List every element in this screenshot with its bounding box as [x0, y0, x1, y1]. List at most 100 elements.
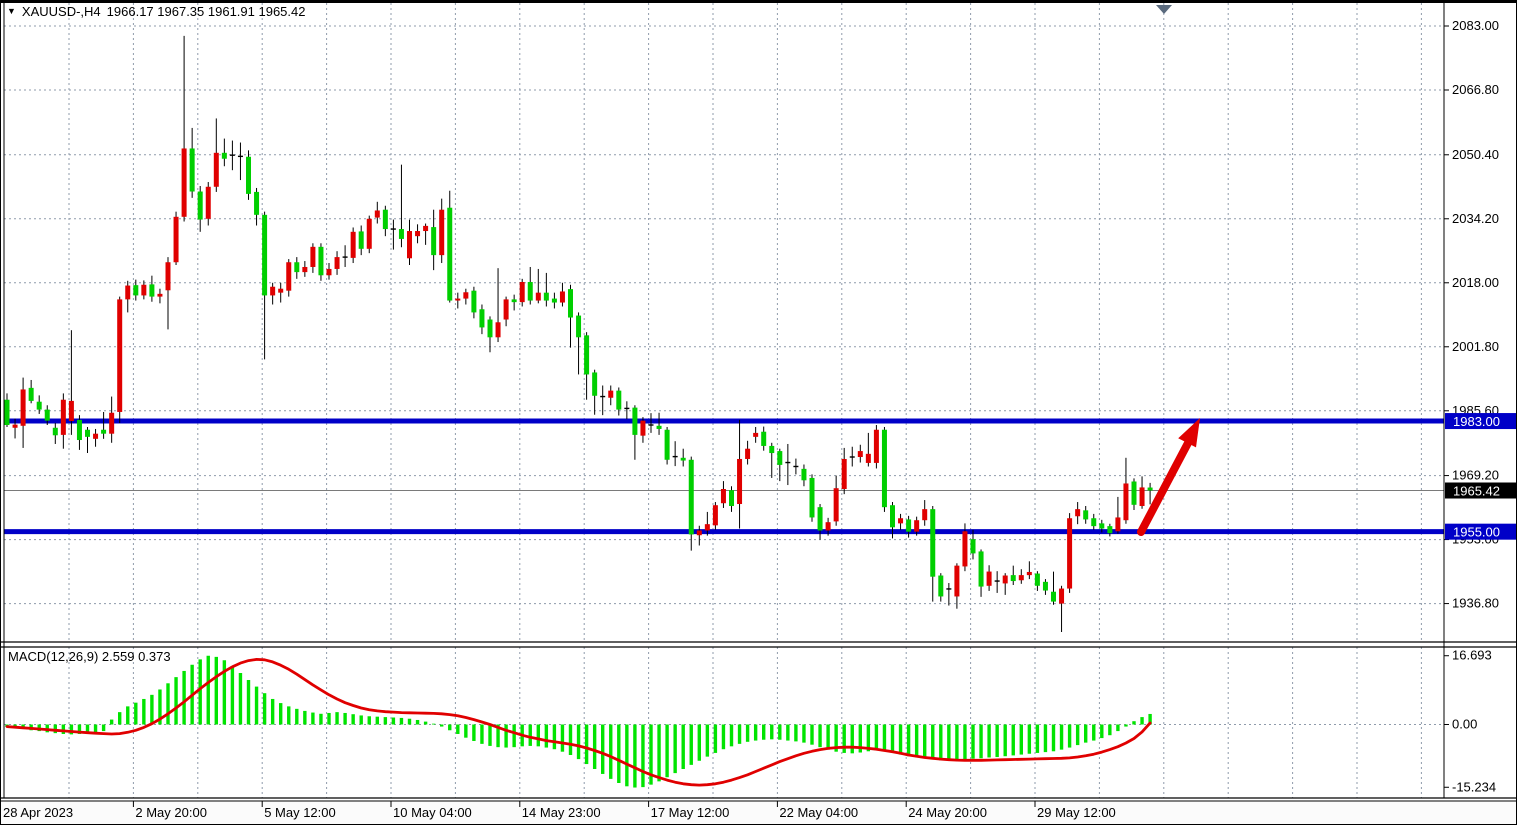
candle — [761, 431, 767, 446]
candle — [302, 266, 308, 273]
candle — [28, 387, 34, 401]
candle — [68, 400, 74, 422]
candle — [809, 477, 815, 518]
candle — [712, 505, 718, 526]
candle — [535, 292, 541, 301]
candle — [149, 284, 155, 297]
candle — [60, 399, 66, 435]
candle — [704, 524, 710, 531]
resistance-price-badge — [1445, 413, 1516, 430]
candle — [358, 231, 364, 249]
candle — [439, 209, 445, 256]
candle — [551, 298, 557, 303]
support-price-badge-label: 1955.00 — [1453, 525, 1500, 540]
candle — [278, 288, 284, 293]
candle — [205, 186, 211, 219]
candle — [1010, 575, 1016, 582]
candle — [890, 505, 895, 528]
macd-indicator-label: MACD(12,26,9) 2.559 0.373 — [8, 649, 171, 664]
candle — [471, 290, 477, 313]
candle — [1083, 510, 1089, 520]
x-axis-label: 10 May 04:00 — [393, 805, 472, 820]
candle — [197, 191, 203, 220]
candle — [930, 509, 936, 577]
candle — [898, 518, 904, 524]
candle — [664, 429, 670, 460]
candle — [769, 445, 775, 454]
candle — [334, 257, 340, 269]
projection-arrow-shaft[interactable] — [1137, 439, 1192, 536]
candle — [954, 565, 960, 597]
candle — [680, 457, 686, 461]
candle — [1131, 481, 1137, 505]
candle — [1051, 591, 1056, 602]
candle — [1091, 518, 1097, 527]
x-axis-label: 28 Apr 2023 — [3, 805, 73, 820]
x-axis-label: 17 May 12:00 — [651, 805, 730, 820]
candle — [817, 507, 823, 531]
candle — [688, 459, 694, 535]
candle — [213, 152, 219, 187]
candle — [447, 207, 453, 301]
macd-axis-label: -15.234 — [1452, 779, 1496, 794]
candle — [922, 509, 928, 521]
macd-axis-label: 16.693 — [1452, 648, 1492, 663]
chart-menu-icon[interactable]: ▼ — [7, 6, 16, 16]
candle — [696, 530, 702, 536]
candle — [592, 372, 598, 396]
candle — [318, 246, 324, 276]
candle — [873, 429, 879, 463]
x-axis-label: 22 May 04:00 — [779, 805, 858, 820]
candle — [801, 468, 807, 481]
candle — [44, 409, 50, 421]
candle — [511, 299, 517, 303]
candle — [415, 231, 421, 237]
candle — [455, 298, 461, 301]
candle — [181, 148, 187, 217]
candle — [157, 293, 163, 297]
candle — [1139, 487, 1145, 506]
candle — [246, 156, 251, 194]
candle — [978, 551, 984, 587]
candle — [962, 531, 968, 567]
candle — [857, 451, 863, 458]
candle — [85, 429, 90, 437]
candle — [479, 309, 485, 328]
candle — [173, 216, 179, 263]
macd-signal-line — [5, 658, 1152, 787]
candle — [1099, 523, 1105, 529]
candle — [495, 322, 501, 338]
x-axis-label: 24 May 20:00 — [908, 805, 987, 820]
candle — [407, 231, 412, 259]
candle — [1107, 526, 1113, 534]
candle — [576, 315, 582, 338]
candle — [1067, 518, 1073, 589]
candle — [109, 412, 115, 434]
candle — [189, 148, 195, 192]
candle — [559, 291, 565, 303]
y-axis-label: 2050.40 — [1452, 147, 1499, 162]
candle — [125, 285, 131, 300]
candle — [133, 285, 139, 296]
scroll-position-marker-icon — [1156, 5, 1172, 14]
candle — [12, 424, 18, 428]
candle — [117, 299, 123, 412]
candle — [93, 433, 99, 439]
candle — [286, 262, 292, 291]
candle — [1018, 575, 1024, 581]
candle — [881, 429, 887, 508]
candle — [616, 390, 622, 410]
y-axis-label: 1936.80 — [1452, 596, 1499, 611]
candle — [640, 420, 646, 436]
candle — [52, 427, 58, 436]
y-axis-label: 1969.20 — [1452, 468, 1499, 483]
candle — [374, 210, 380, 218]
window-top-border — [1, 1, 1516, 3]
candle — [729, 490, 734, 506]
candle — [632, 407, 638, 435]
candle — [262, 214, 268, 296]
candle — [20, 389, 26, 426]
